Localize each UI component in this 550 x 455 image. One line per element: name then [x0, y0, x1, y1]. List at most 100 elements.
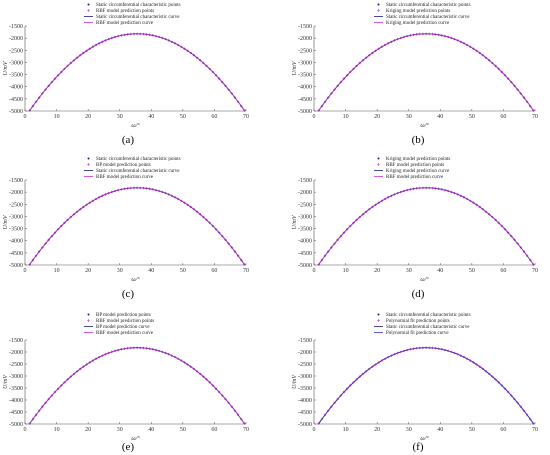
data-point-plus — [497, 381, 500, 384]
x-tick-label: 0 — [24, 114, 27, 120]
data-point-plus — [34, 254, 38, 258]
data-point-plus — [431, 186, 434, 190]
data-point-plus — [198, 372, 202, 376]
data-point-plus — [123, 347, 126, 351]
data-point-plus — [214, 387, 218, 390]
legend-label: Static circumferential characteristic po… — [96, 3, 181, 8]
data-point-plus — [475, 203, 478, 207]
data-point-plus — [176, 357, 180, 361]
data-point-plus — [361, 59, 365, 62]
data-point-plus — [320, 258, 324, 262]
data-point-plus — [161, 190, 164, 194]
data-point-plus — [233, 409, 237, 413]
data-point-plus — [72, 59, 76, 62]
data-point-plus — [440, 188, 444, 191]
x-tick-label: 30 — [117, 114, 123, 120]
y-tick-label: -5000 — [298, 109, 312, 115]
data-point-plus — [418, 186, 422, 190]
data-point-plus — [421, 186, 425, 190]
legend-label: Polynomial fit prediction points — [386, 319, 450, 324]
data-point-plus — [446, 35, 450, 39]
data-point-plus — [126, 33, 129, 36]
data-point-plus — [161, 350, 164, 354]
data-point-plus — [78, 207, 82, 211]
y-tick-label: -3500 — [298, 73, 312, 79]
x-tick-label: 30 — [406, 427, 412, 433]
data-point-plus — [227, 242, 230, 245]
data-point-plus — [221, 394, 224, 397]
data-point-plus — [151, 188, 155, 191]
data-point-plus — [47, 238, 50, 242]
data-point-plus — [53, 390, 57, 394]
data-point-plus — [119, 348, 123, 351]
data-point-plus — [525, 413, 529, 417]
legend-label: RBF model prediction curve — [96, 21, 154, 26]
y-tick-label: -5000 — [298, 422, 312, 428]
data-point-plus — [450, 36, 453, 40]
data-point-plus — [88, 47, 92, 51]
data-point-plus — [129, 32, 133, 36]
legend-item: RBF model prediction points — [377, 163, 444, 168]
y-tick-label: -2500 — [9, 202, 23, 208]
data-point-plus — [233, 96, 237, 99]
data-point-plus — [148, 33, 152, 37]
data-point-plus — [227, 401, 230, 405]
data-point-plus — [183, 47, 186, 51]
data-point-plus — [142, 32, 145, 36]
data-point-plus — [513, 238, 516, 242]
legend-item: BP model prediction curve — [84, 325, 150, 330]
data-point-plus — [123, 187, 126, 191]
data-point-plus — [342, 231, 346, 234]
x-tick-label: 60 — [500, 427, 506, 433]
data-point-plus — [221, 234, 224, 238]
data-point-plus — [528, 258, 532, 262]
data-point-plus — [323, 254, 327, 258]
data-point-plus — [468, 199, 472, 203]
data-point-plus — [481, 53, 485, 57]
data-point-plus — [82, 51, 85, 55]
x-tick-label: 30 — [406, 268, 412, 274]
data-point-plus — [399, 190, 403, 194]
data-point-plus — [390, 40, 393, 44]
data-point-plus — [336, 397, 339, 401]
legend-item: BP model prediction points — [87, 313, 151, 318]
x-tick-label: 30 — [117, 268, 123, 274]
data-point-plus — [459, 354, 463, 357]
legend-label: BP model prediction curve — [96, 325, 150, 330]
data-point-plus — [402, 349, 406, 353]
data-point-plus — [167, 39, 170, 42]
data-point-plus — [176, 43, 180, 47]
data-point-plus — [78, 367, 82, 371]
data-point-plus — [405, 34, 409, 38]
data-point-plus — [396, 37, 399, 41]
y-axis-title: U/mV — [3, 60, 9, 75]
data-point-plus — [462, 196, 466, 199]
data-point-plus — [431, 346, 434, 350]
x-tick-label: 60 — [211, 427, 217, 433]
y-tick-label: -5000 — [9, 263, 23, 269]
y-tick-label: -4000 — [9, 239, 23, 245]
legend: Static circumferential characteristic po… — [374, 3, 471, 26]
data-point-plus — [506, 231, 510, 234]
data-point-plus — [101, 40, 104, 44]
data-point-plus — [484, 210, 488, 214]
panel-caption-label: (c) — [122, 288, 135, 300]
legend-label: Kriging model prediction points — [386, 157, 450, 162]
data-point-plus — [317, 263, 321, 266]
x-tick-label: 70 — [243, 427, 249, 433]
y-tick-label: -4000 — [298, 239, 312, 245]
panel-caption-label: (f) — [413, 441, 424, 453]
data-point-plus — [173, 355, 177, 359]
data-point-plus — [198, 213, 202, 216]
data-point-plus — [326, 250, 330, 253]
x-axis-title: ω/° — [420, 435, 429, 442]
data-point-plus — [60, 224, 63, 228]
data-point-plus — [487, 372, 491, 376]
data-point-plus — [333, 88, 336, 91]
data-point-plus — [217, 77, 221, 80]
data-point-plus — [113, 189, 117, 193]
legend-label: Static circumferential characteristic cu… — [386, 15, 470, 20]
x-tick-label: 30 — [117, 427, 123, 433]
data-point-plus — [440, 348, 444, 351]
data-point-plus — [525, 254, 529, 258]
